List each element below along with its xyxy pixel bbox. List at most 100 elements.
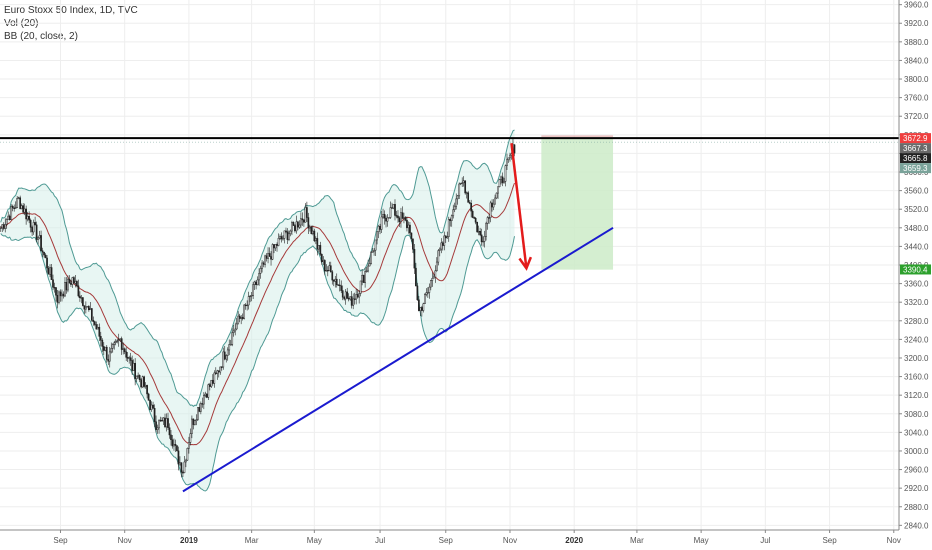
candle-body — [468, 202, 471, 204]
y-tick-label: 3200.0 — [904, 354, 929, 363]
candle-body — [265, 255, 268, 259]
legend-symbol[interactable]: Euro Stoxx 50 Index, 1D, TVC — [4, 5, 138, 16]
price-tag-bg — [900, 153, 931, 164]
candle-body — [317, 245, 320, 250]
candle-body — [370, 252, 372, 264]
candle-body — [46, 257, 48, 269]
candle-body — [110, 348, 113, 353]
candle-body — [274, 244, 277, 249]
candle-body — [170, 434, 172, 441]
candle-body — [389, 207, 392, 218]
down-arrow-head — [518, 256, 533, 271]
drawing-lines — [0, 137, 899, 493]
candle-body — [477, 231, 480, 233]
candle-body — [383, 214, 386, 219]
candle-body — [259, 268, 262, 274]
candle-body — [435, 261, 438, 272]
candle-body — [171, 439, 174, 447]
candle-body — [113, 342, 116, 345]
candle-body — [153, 407, 156, 422]
candle-body — [144, 385, 147, 387]
candle-body — [473, 217, 475, 219]
candles — [0, 138, 516, 478]
candle-body — [197, 407, 199, 420]
y-tick-label: 3760.0 — [904, 94, 929, 103]
bb-upper — [0, 129, 515, 407]
candle-body — [364, 271, 366, 283]
down-arrow-shaft — [510, 143, 528, 269]
candle-body — [50, 267, 53, 280]
candle-body — [312, 230, 314, 235]
y-tick-label: 3960.0 — [904, 1, 929, 10]
candle-body — [226, 349, 229, 356]
candle-body — [74, 281, 77, 284]
y-tick-label: 3840.0 — [904, 56, 929, 65]
candle-body — [214, 372, 217, 374]
candle-body — [471, 210, 474, 218]
candle-body — [7, 215, 10, 220]
time-axis[interactable]: Sep Nov 2019 Mar May Jul Sep Nov 2020 Mar May Jul Se… — [0, 529, 901, 545]
candle-body — [431, 277, 434, 281]
y-tick-label: 3160.0 — [904, 373, 929, 382]
candle-body — [400, 212, 402, 222]
candle-body — [397, 215, 399, 219]
candle-body — [406, 220, 408, 229]
candle-body — [449, 219, 452, 221]
candle-body — [23, 208, 26, 213]
price-axis[interactable]: 3960.0 3920.0 3880.0 3840.0 3800.0 3760.0 3720… — [898, 0, 929, 530]
candle-body — [158, 419, 160, 429]
candle-body — [82, 297, 84, 306]
candle-body — [49, 267, 51, 275]
price-tag: 3390.4 — [900, 264, 931, 275]
candle-body — [186, 448, 189, 461]
candle-body — [104, 346, 107, 351]
candle-body — [440, 242, 443, 250]
candle-body — [456, 195, 459, 200]
x-tick-label: Sep — [53, 536, 68, 545]
candle-body — [62, 293, 65, 297]
candle-body — [167, 418, 169, 428]
candle-body — [338, 284, 341, 287]
candle-body — [361, 274, 363, 282]
candle-body — [122, 348, 125, 350]
candle-body — [191, 418, 193, 434]
candle-body — [126, 357, 129, 359]
candle-body — [371, 250, 374, 253]
candle-body — [398, 217, 401, 222]
candle-body — [401, 212, 404, 219]
candle-body — [306, 207, 308, 218]
candle-body — [331, 271, 334, 281]
candle-body — [108, 351, 111, 362]
candle-body — [77, 285, 80, 297]
candle-body — [394, 204, 396, 216]
legend-bollinger[interactable]: BB (20, close, 2) — [4, 31, 78, 42]
candle-body — [256, 279, 259, 286]
candle-body — [10, 206, 13, 220]
candle-body — [22, 205, 24, 213]
candle-body — [286, 231, 289, 240]
candle-body — [428, 286, 431, 293]
candle-body — [105, 346, 108, 360]
candle-body — [323, 260, 326, 272]
bb-basis — [0, 182, 515, 446]
candle-body — [207, 384, 210, 398]
candle-body — [280, 236, 283, 240]
candle-body — [465, 192, 468, 194]
candle-body — [482, 240, 484, 243]
candle-body — [283, 230, 286, 239]
candle-body — [352, 298, 355, 306]
candle-body — [70, 282, 72, 285]
candle-body — [149, 400, 151, 410]
candle-body — [159, 419, 162, 422]
candle-body — [403, 217, 405, 219]
candle-body — [470, 203, 473, 212]
candle-body — [114, 341, 117, 343]
y-tick-label: 3720.0 — [904, 112, 929, 121]
candle-body — [86, 306, 89, 308]
candle-body — [92, 319, 95, 322]
candle-body — [235, 323, 238, 330]
candle-body — [228, 344, 231, 351]
candle-body — [202, 395, 205, 405]
y-tick-label: 3080.0 — [904, 410, 929, 419]
